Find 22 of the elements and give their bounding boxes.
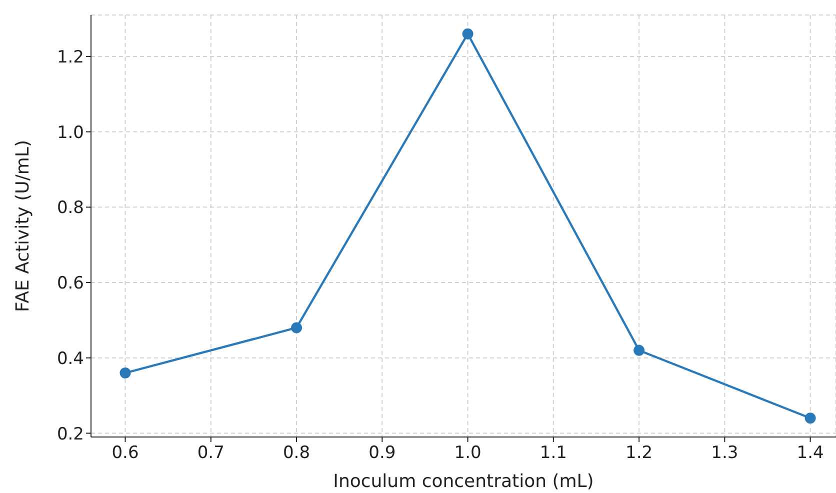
point: [634, 344, 645, 356]
x-tick-label: 1.2: [626, 443, 653, 464]
x-tick-label: 1.0: [454, 443, 482, 464]
y-tick-label: 1.2: [56, 47, 84, 68]
y-tick-label: 0.4: [56, 348, 84, 369]
x-tick-label: 0.9: [368, 443, 396, 464]
y-tick-label: 1.0: [56, 122, 84, 143]
y-tick-label: 0.8: [56, 198, 84, 218]
point: [291, 322, 302, 334]
y-tick-label: 0.2: [56, 424, 84, 444]
x-tick-label: 0.6: [112, 443, 139, 464]
x-axis-title: Inoculum concentration (mL): [333, 471, 594, 492]
point: [462, 28, 474, 40]
point: [804, 412, 816, 424]
y-axis-title: FAE Activity (U/mL): [12, 140, 34, 312]
y-tick-label: 0.6: [56, 274, 84, 294]
x-tick-label: 1.1: [540, 443, 567, 464]
x-tick-label: 1.3: [711, 443, 738, 464]
x-tick-label: 0.7: [197, 443, 224, 464]
point: [120, 367, 131, 378]
x-tick-label: 1.4: [796, 443, 824, 464]
x-tick-label: 0.8: [282, 443, 310, 464]
